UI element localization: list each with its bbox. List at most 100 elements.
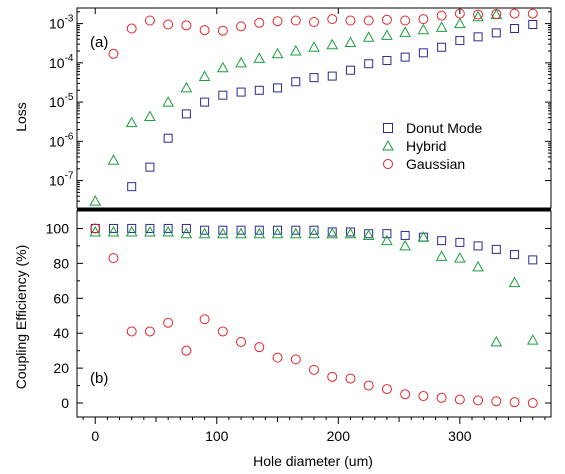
legend-label-donut-mode: Donut Mode: [406, 120, 482, 136]
legend-item-donut-mode: Donut Mode: [383, 120, 482, 136]
efficiency-gaussian-point: [309, 364, 319, 375]
legend-label-hybrid: Hybrid: [406, 138, 446, 154]
efficiency-gaussian-point: [418, 391, 429, 402]
panel-a-frame: [76, 7, 552, 209]
efficiency-gaussian-point: [199, 314, 210, 325]
efficiency-gaussian-point: [491, 396, 502, 407]
loss-donut-mode-point: [127, 182, 137, 192]
efficiency-hybrid-point: [472, 260, 484, 272]
y-tick-label: 40: [53, 325, 69, 341]
loss-gaussian-point: [491, 9, 502, 20]
loss-donut-mode-point: [418, 48, 428, 58]
loss-hybrid-point: [216, 61, 229, 73]
efficiency-gaussian-point: [363, 380, 374, 391]
loss-gaussian-point: [509, 8, 520, 19]
efficiency-donut-mode-point: [382, 229, 392, 239]
efficiency-hybrid-point: [490, 335, 503, 347]
loss-hybrid-point: [271, 47, 284, 59]
loss-hybrid-point: [107, 154, 120, 165]
panel-b-ticks: 0 20 40 60 80 100 0 100 200 300: [46, 220, 551, 444]
efficiency-donut-mode-point: [200, 225, 210, 235]
x-tick-label: 200: [327, 428, 351, 444]
efficiency-gaussian-point: [345, 373, 356, 384]
loss-gaussian-point: [272, 16, 283, 27]
panel-a-ylabel: Loss: [13, 102, 29, 132]
efficiency-donut-mode-point: [473, 241, 483, 251]
efficiency-gaussian-point: [144, 326, 155, 337]
loss-donut-mode-point: [400, 52, 410, 62]
efficiency-gaussian-point: [163, 317, 174, 328]
efficiency-donut-mode-point: [218, 225, 228, 235]
loss-donut-mode-point: [455, 36, 465, 46]
panel-b-marks: [89, 223, 539, 409]
y-tick-exponent: -6: [65, 131, 74, 142]
loss-gaussian-point: [309, 16, 319, 27]
efficiency-gaussian-point: [436, 392, 447, 403]
efficiency-donut-mode-point: [400, 230, 410, 240]
loss-donut-mode-point: [273, 83, 283, 93]
x-axis-label: Hole diameter (um): [253, 453, 373, 469]
panel-a-label: (a): [90, 34, 108, 51]
legend-circle-marker: [383, 159, 393, 169]
y-tick-label: 10-6: [49, 131, 74, 149]
efficiency-donut-mode-point: [181, 223, 191, 233]
efficiency-donut-mode-point: [491, 244, 501, 254]
loss-gaussian-point: [126, 23, 137, 34]
efficiency-hybrid-point: [435, 250, 448, 261]
loss-gaussian-point: [236, 21, 247, 32]
efficiency-hybrid-point: [417, 231, 430, 242]
loss-donut-mode-point: [145, 162, 155, 172]
loss-gaussian-point: [254, 17, 265, 28]
efficiency-hybrid-point: [526, 334, 539, 345]
efficiency-hybrid-point: [198, 227, 211, 239]
efficiency-hybrid-point: [362, 229, 375, 240]
loss-donut-mode-point: [218, 90, 228, 100]
efficiency-hybrid-point: [216, 227, 229, 239]
efficiency-hybrid-point: [381, 234, 393, 246]
efficiency-gaussian-point: [381, 384, 392, 395]
legend-item-hybrid: Hybrid: [382, 138, 446, 154]
y-tick-label: 10-5: [49, 92, 74, 110]
loss-gaussian-point: [400, 15, 411, 26]
y-tick-label: 100: [46, 220, 70, 236]
efficiency-donut-mode-point: [108, 223, 118, 233]
efficiency-gaussian-point: [327, 371, 338, 382]
loss-gaussian-point: [181, 20, 192, 31]
loss-hybrid-point: [326, 38, 339, 50]
efficiency-donut-mode-point: [291, 225, 301, 235]
loss-hybrid-point: [453, 17, 466, 29]
loss-donut-mode-point: [163, 133, 173, 143]
loss-hybrid-point: [344, 36, 357, 48]
efficiency-hybrid-point: [271, 227, 284, 239]
loss-donut-mode-point: [236, 87, 246, 97]
loss-donut-mode-point: [345, 65, 355, 75]
loss-hybrid-point: [381, 29, 393, 40]
efficiency-gaussian-point: [290, 354, 301, 365]
y-tick-label: 60: [53, 290, 69, 306]
loss-donut-mode-point: [327, 71, 337, 81]
y-tick-exponent: -3: [65, 14, 74, 25]
panel-a-ticks: 10-7 10-6 10-5 10-4 10-3: [49, 8, 551, 209]
loss-donut-mode-point: [437, 42, 447, 52]
efficiency-hybrid-point: [308, 227, 320, 239]
loss-donut-mode-point: [309, 73, 319, 83]
legend-square-marker: [383, 123, 393, 133]
y-tick-label: 10-3: [49, 14, 74, 32]
loss-gaussian-point: [199, 25, 210, 36]
x-tick-label: 0: [91, 428, 99, 444]
loss-hybrid-point: [125, 116, 138, 128]
loss-gaussian-point: [527, 8, 538, 19]
panel-b-ylabel: Coupling Efficiency (%): [13, 245, 29, 389]
efficiency-gaussian-point: [217, 326, 228, 337]
legend-triangle-marker: [382, 139, 394, 151]
loss-donut-mode-point: [254, 85, 264, 95]
efficiency-hybrid-point: [453, 252, 466, 263]
efficiency-hybrid-point: [162, 225, 175, 237]
loss-donut-mode-point: [491, 28, 501, 38]
panel-b-label: (b): [90, 370, 108, 387]
efficiency-donut-mode-point: [163, 223, 173, 233]
loss-gaussian-point: [363, 15, 374, 26]
efficiency-hybrid-point: [235, 227, 247, 239]
loss-donut-mode-point: [473, 32, 483, 42]
loss-gaussian-point: [290, 15, 301, 26]
